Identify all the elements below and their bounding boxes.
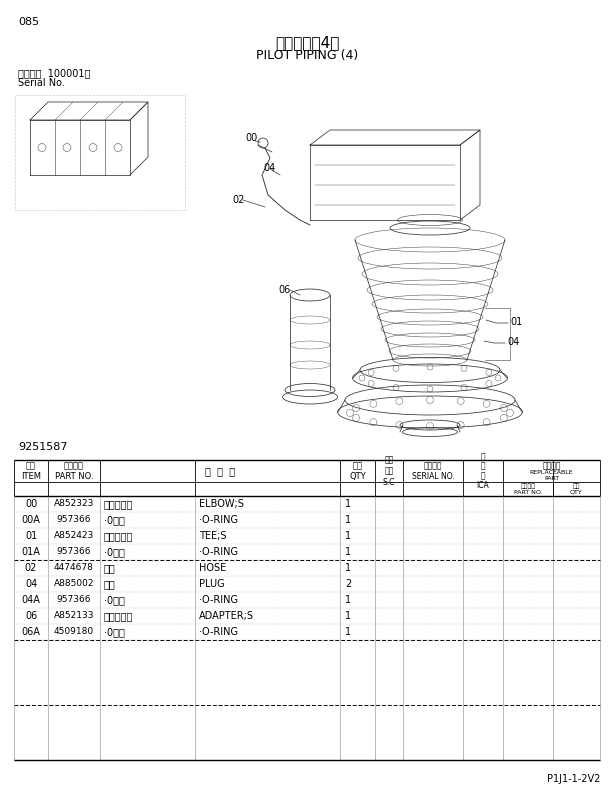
Text: 00A: 00A (21, 515, 41, 525)
Text: A885002: A885002 (54, 579, 95, 588)
Text: 04: 04 (25, 579, 37, 589)
Text: TEE;S: TEE;S (199, 531, 227, 541)
Text: 软管: 软管 (104, 563, 116, 573)
Text: 适用机号
SERIAL NO.: 适用机号 SERIAL NO. (411, 461, 454, 481)
Text: A852423: A852423 (54, 532, 94, 541)
Text: 957366: 957366 (56, 548, 91, 557)
Text: 1: 1 (345, 515, 351, 525)
Text: 01A: 01A (21, 547, 41, 557)
Text: 01: 01 (510, 317, 523, 327)
Text: ·O-RING: ·O-RING (199, 515, 238, 525)
Text: ADAPTER;S: ADAPTER;S (199, 611, 254, 621)
Text: 06A: 06A (21, 627, 41, 637)
Text: ·0形圈: ·0形圈 (104, 547, 125, 557)
Text: 零件图号
PART NO.: 零件图号 PART NO. (55, 461, 93, 481)
Text: 零件图号
PART NO.: 零件图号 PART NO. (514, 483, 542, 494)
Text: 957366: 957366 (56, 516, 91, 524)
Text: 00: 00 (25, 499, 37, 509)
Text: ·0形圈: ·0形圈 (104, 627, 125, 637)
Text: 01: 01 (25, 531, 37, 541)
Text: 1: 1 (345, 627, 351, 637)
Text: 先导配管（4）: 先导配管（4） (275, 36, 339, 50)
Text: 1: 1 (345, 563, 351, 573)
Text: ·O-RING: ·O-RING (199, 627, 238, 637)
Text: ·O-RING: ·O-RING (199, 595, 238, 605)
Text: 02: 02 (25, 563, 37, 573)
Text: 00: 00 (245, 133, 257, 143)
Text: 数量
QTY: 数量 QTY (349, 461, 366, 481)
Text: ·0形圈: ·0形圈 (104, 515, 125, 525)
Text: 2: 2 (345, 579, 351, 589)
Text: 04: 04 (263, 163, 275, 173)
Text: Serial No.: Serial No. (18, 78, 65, 88)
Text: 4509180: 4509180 (54, 628, 94, 637)
Text: 957366: 957366 (56, 595, 91, 604)
Text: ELBOW;S: ELBOW;S (199, 499, 244, 509)
Text: 三通管接头: 三通管接头 (104, 531, 133, 541)
Bar (15, 95, 185, 210)
Text: 零  件  名: 零 件 名 (205, 466, 235, 476)
Text: 1: 1 (345, 547, 351, 557)
Text: PILOT PIPING (4): PILOT PIPING (4) (256, 49, 358, 62)
Text: PART: PART (544, 477, 559, 482)
Text: 数量
QTY: 数量 QTY (570, 483, 583, 494)
Text: 02: 02 (232, 195, 244, 205)
Text: 1: 1 (345, 531, 351, 541)
Text: 直通管接头: 直通管接头 (104, 611, 133, 621)
Text: 1: 1 (345, 611, 351, 621)
Text: REPLACEABLE: REPLACEABLE (530, 470, 573, 475)
Text: 4474678: 4474678 (54, 563, 94, 573)
Text: 06: 06 (25, 611, 37, 621)
Text: 085: 085 (18, 17, 39, 27)
Text: ·0形圈: ·0形圈 (104, 595, 125, 605)
Text: A852323: A852323 (54, 499, 94, 508)
Text: PLUG: PLUG (199, 579, 225, 589)
Text: A852133: A852133 (54, 612, 95, 621)
Text: 04A: 04A (21, 595, 41, 605)
Text: P1J1-1-2V2: P1J1-1-2V2 (546, 774, 600, 784)
Text: 互
换
性
ICA: 互 换 性 ICA (476, 452, 489, 490)
Text: 1: 1 (345, 595, 351, 605)
Text: 螺塞: 螺塞 (104, 579, 116, 589)
Text: 9251587: 9251587 (18, 442, 68, 452)
Text: 件号
ITEM: 件号 ITEM (21, 461, 41, 481)
Text: ·O-RING: ·O-RING (199, 547, 238, 557)
Text: 适用机号  100001～: 适用机号 100001～ (18, 68, 90, 78)
Text: HOSE: HOSE (199, 563, 226, 573)
Text: 直角管接头: 直角管接头 (104, 499, 133, 509)
Text: 替换零件: 替换零件 (542, 461, 561, 470)
Text: 04: 04 (507, 337, 519, 347)
Text: 06: 06 (278, 285, 290, 295)
Text: 服务
代码
S.C: 服务 代码 S.C (383, 456, 395, 486)
Text: 1: 1 (345, 499, 351, 509)
